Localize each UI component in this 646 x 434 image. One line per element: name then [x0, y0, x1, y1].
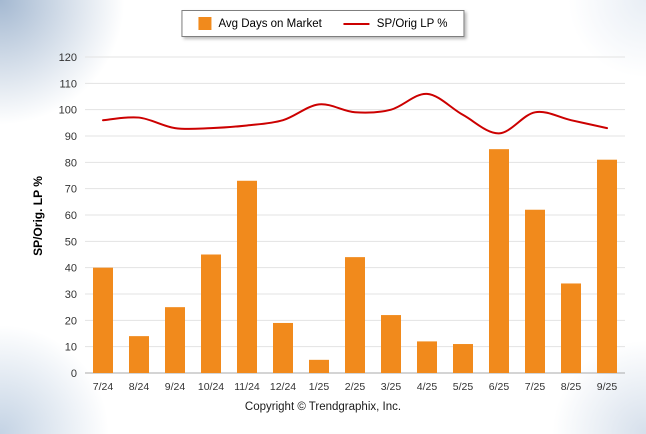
chart-plot: 0 10 20 30 40 50 60 70 80 90 100 110 120 7/24 8/24 9/24…	[59, 52, 625, 393]
sp-orig-lp-line	[102, 92, 608, 135]
legend-item-bar: Avg Days on Market	[198, 17, 322, 30]
x-tick-label: 11/24	[234, 381, 260, 393]
bar-9/25	[597, 159, 617, 373]
x-tick-label: 6/25	[489, 381, 510, 393]
bar-8/25	[561, 283, 581, 373]
x-tick-label: 3/25	[381, 381, 402, 393]
x-tick-label: 8/24	[129, 381, 150, 393]
x-tick-label: 7/25	[525, 381, 546, 393]
x-tick-label: 2/25	[345, 381, 366, 393]
y-tick-label: 110	[59, 78, 77, 90]
chart-legend: Avg Days on Market SP/Orig LP %	[181, 10, 465, 37]
line-series-swatch-icon	[343, 22, 370, 25]
y-tick-label: 50	[65, 236, 77, 248]
x-tick-label: 12/24	[270, 381, 296, 393]
bar-7/25	[525, 209, 545, 373]
y-tick-label: 80	[65, 157, 77, 169]
y-tick-label: 30	[65, 289, 77, 301]
x-tick-label: 4/25	[417, 381, 438, 393]
copyright-text: Copyright © Trendgraphix, Inc.	[244, 401, 402, 413]
x-tick-label: 5/25	[453, 381, 474, 393]
bar-10/24	[201, 254, 221, 373]
y-tick-label: 60	[65, 210, 77, 222]
x-tick-label: 8/25	[561, 381, 582, 393]
bar-8/24	[129, 336, 149, 373]
bar-6/25	[489, 149, 509, 373]
x-tick-label: 10/24	[198, 381, 224, 393]
bar-12/24	[273, 322, 293, 373]
y-tick-label: 100	[59, 105, 77, 117]
bar-9/24	[165, 307, 185, 373]
bar-series-label: Avg Days on Market	[218, 17, 322, 30]
y-tick-label: 40	[65, 263, 77, 275]
bar-7/24	[93, 267, 113, 373]
bar-3/25	[381, 315, 401, 373]
x-tick-label: 7/24	[93, 381, 114, 393]
bar-5/25	[453, 344, 473, 373]
bar-2/25	[345, 257, 365, 373]
bar-series-swatch-icon	[198, 17, 212, 30]
y-tick-label: 90	[65, 131, 77, 143]
y-tick-label: 70	[65, 184, 77, 196]
y-tick-label: 20	[65, 315, 77, 327]
legend-item-line: SP/Orig LP %	[343, 17, 448, 30]
x-tick-label: 9/25	[597, 381, 618, 393]
x-tick-label: 9/24	[165, 381, 186, 393]
y-tick-label: 120	[59, 52, 77, 64]
bar-1/25	[309, 359, 329, 373]
bar-11/24	[237, 180, 257, 373]
x-tick-label: 1/25	[309, 381, 330, 393]
y-tick-label: 0	[71, 368, 77, 380]
line-series-label: SP/Orig LP %	[376, 17, 448, 30]
bar-4/25	[417, 341, 437, 373]
y-tick-label: 10	[65, 342, 77, 354]
